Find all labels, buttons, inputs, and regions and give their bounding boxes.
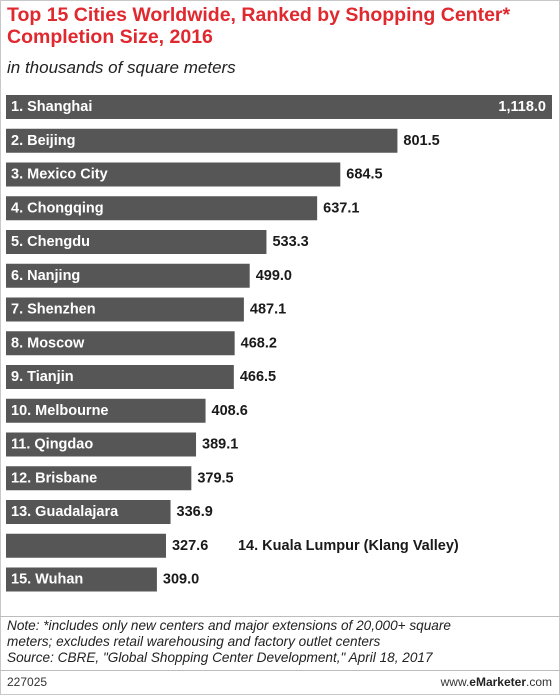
data-label: 1,118.0 (498, 99, 546, 115)
bar (6, 297, 244, 322)
source-line: Source: CBRE, "Global Shopping Center De… (7, 650, 433, 665)
footnote-line: Note: *includes only new centers and maj… (7, 618, 451, 633)
category-label: 12. Brisbane (11, 470, 97, 486)
bar (6, 567, 157, 592)
category-label: 1. Shanghai (11, 99, 92, 115)
data-label: 466.5 (240, 369, 276, 385)
brand-credit: www.eMarketer.com (441, 675, 552, 689)
data-label: 379.5 (197, 470, 233, 486)
category-label: 6. Nanjing (11, 268, 80, 284)
bar (6, 398, 206, 423)
data-label: 801.5 (403, 133, 439, 149)
brand-prefix: www. (440, 675, 470, 689)
data-label: 327.6 (172, 538, 208, 554)
bar (6, 128, 398, 153)
category-label: 9. Tianjin (11, 369, 74, 385)
category-label: 3. Mexico City (11, 167, 108, 183)
category-label: 2. Beijing (11, 133, 75, 149)
data-label: 684.5 (346, 167, 382, 183)
bar (6, 162, 341, 187)
brand-name: eMarketer (469, 675, 526, 689)
category-label: 8. Moscow (11, 335, 85, 351)
data-label: 309.0 (163, 572, 199, 588)
bar (6, 230, 267, 254)
footnote-line: meters; excludes retail warehousing and … (7, 634, 381, 649)
chart-title: Top 15 Cities Worldwide, Ranked by Shopp… (7, 4, 511, 48)
footer-divider (0, 616, 560, 617)
bar (6, 466, 192, 491)
bar (6, 533, 166, 558)
chart-id: 227025 (7, 675, 48, 689)
data-label: 637.1 (323, 200, 359, 216)
category-label: 10. Melbourne (11, 403, 109, 419)
bar (6, 365, 234, 389)
bottom-divider (0, 670, 560, 671)
chart-footnote: Note: *includes only new centers and maj… (7, 618, 552, 666)
data-label: 533.3 (272, 234, 308, 250)
bar (6, 500, 171, 524)
category-label: 4. Chongqing (11, 200, 104, 216)
data-label: 487.1 (250, 302, 286, 318)
category-label: 15. Wuhan (11, 572, 83, 588)
data-label: 408.6 (212, 403, 248, 419)
bar (6, 331, 235, 356)
chart-subtitle: in thousands of square meters (7, 58, 236, 77)
data-label: 499.0 (256, 268, 292, 284)
bar (6, 263, 250, 288)
category-label: 11. Qingdao (11, 437, 93, 453)
bar (6, 196, 318, 221)
category-label: 5. Chengdu (11, 234, 90, 250)
data-label: 468.2 (241, 335, 277, 351)
bar-chart: 1,118.0 1. Shanghai 801.5 2. Beijing 684.5 3.… (6, 95, 552, 592)
data-label: 336.9 (177, 504, 213, 520)
category-label: 7. Shenzhen (11, 302, 96, 318)
category-label: 14. Kuala Lumpur (Klang Valley) (238, 538, 459, 554)
category-label: 13. Guadalajara (11, 504, 119, 520)
brand-suffix: .com (525, 675, 552, 689)
bar (6, 432, 197, 457)
data-label: 389.1 (202, 437, 238, 453)
bar (6, 95, 552, 119)
